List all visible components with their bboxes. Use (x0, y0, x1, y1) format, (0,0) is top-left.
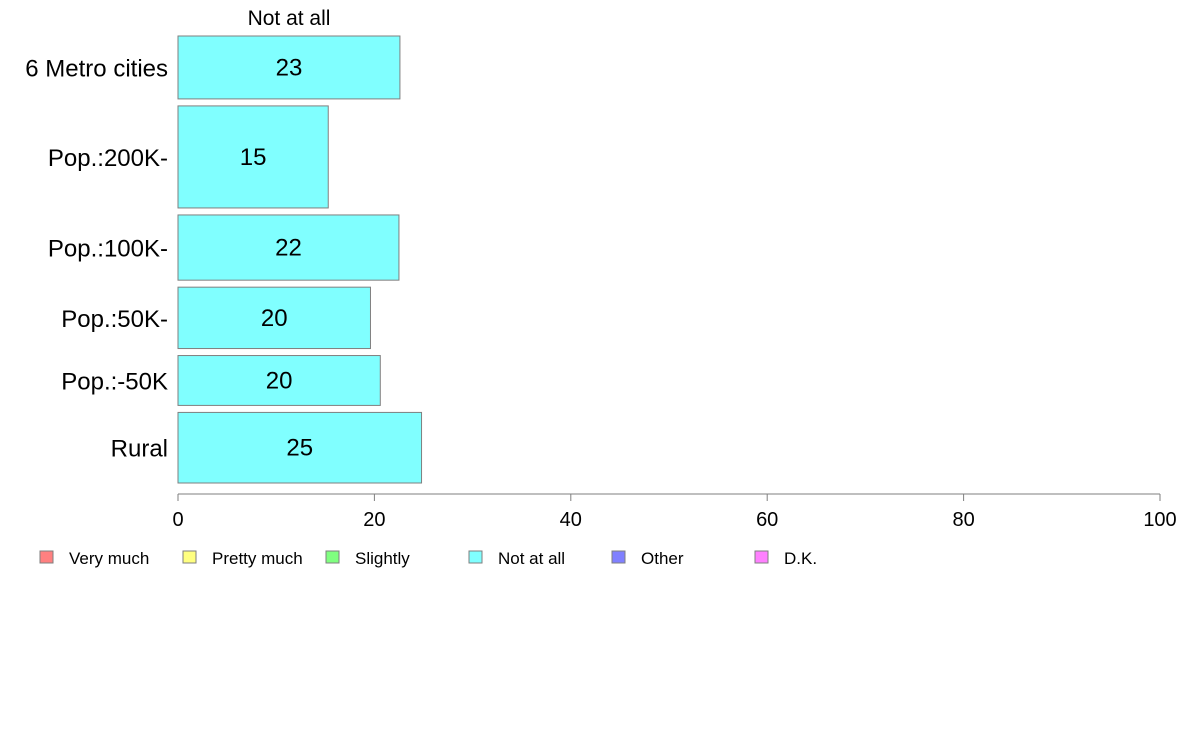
bar-4 (177, 355, 381, 406)
legend-label: D.K. (784, 549, 817, 568)
legend-label: Pretty much (212, 549, 303, 568)
x-tick-label: 20 (363, 509, 385, 531)
category-label: Rural (111, 436, 168, 463)
legend-label: Slightly (355, 549, 410, 568)
legend: Very much Pretty much Slightly Not at all Ot… (39, 549, 817, 568)
bar-0 (177, 35, 401, 100)
bar-1 (177, 105, 329, 209)
bars-group: 23 6 Metro cities 15 Pop.:200K- 22 Pop.:100K-… (25, 35, 423, 484)
legend-swatch (611, 550, 626, 564)
bar-5 (177, 411, 423, 484)
series-title: Not at all (248, 7, 331, 30)
legend-swatch (325, 550, 340, 564)
bar-value-label: 22 (275, 235, 302, 262)
bar-value-label: 20 (261, 305, 288, 332)
legend-label: Very much (69, 549, 149, 568)
x-tick-label: 80 (952, 509, 974, 531)
bar-value-label: 25 (286, 435, 313, 462)
x-tick-label: 60 (756, 509, 778, 531)
x-axis: 0 20 40 60 80 100 (172, 493, 1177, 531)
x-tick-label: 40 (560, 509, 582, 531)
legend-label: Other (641, 549, 684, 568)
legend-swatch (754, 550, 769, 564)
bar-value-label: 23 (276, 54, 303, 81)
legend-swatch (468, 550, 483, 564)
category-label: 6 Metro cities (25, 55, 168, 82)
x-tick-label: 100 (1143, 509, 1176, 531)
bar-value-label: 15 (240, 144, 267, 171)
legend-swatch (39, 550, 54, 564)
bar-3 (177, 286, 371, 350)
bar-value-label: 20 (266, 367, 293, 394)
category-label: Pop.:200K- (48, 145, 168, 172)
category-label: Pop.:100K- (48, 236, 168, 263)
bar-2 (177, 214, 400, 281)
x-tick-label: 0 (172, 509, 183, 531)
category-label: Pop.:50K- (61, 306, 168, 333)
legend-swatch (182, 550, 197, 564)
category-label: Pop.:-50K (61, 368, 168, 395)
legend-label: Not at all (498, 549, 565, 568)
